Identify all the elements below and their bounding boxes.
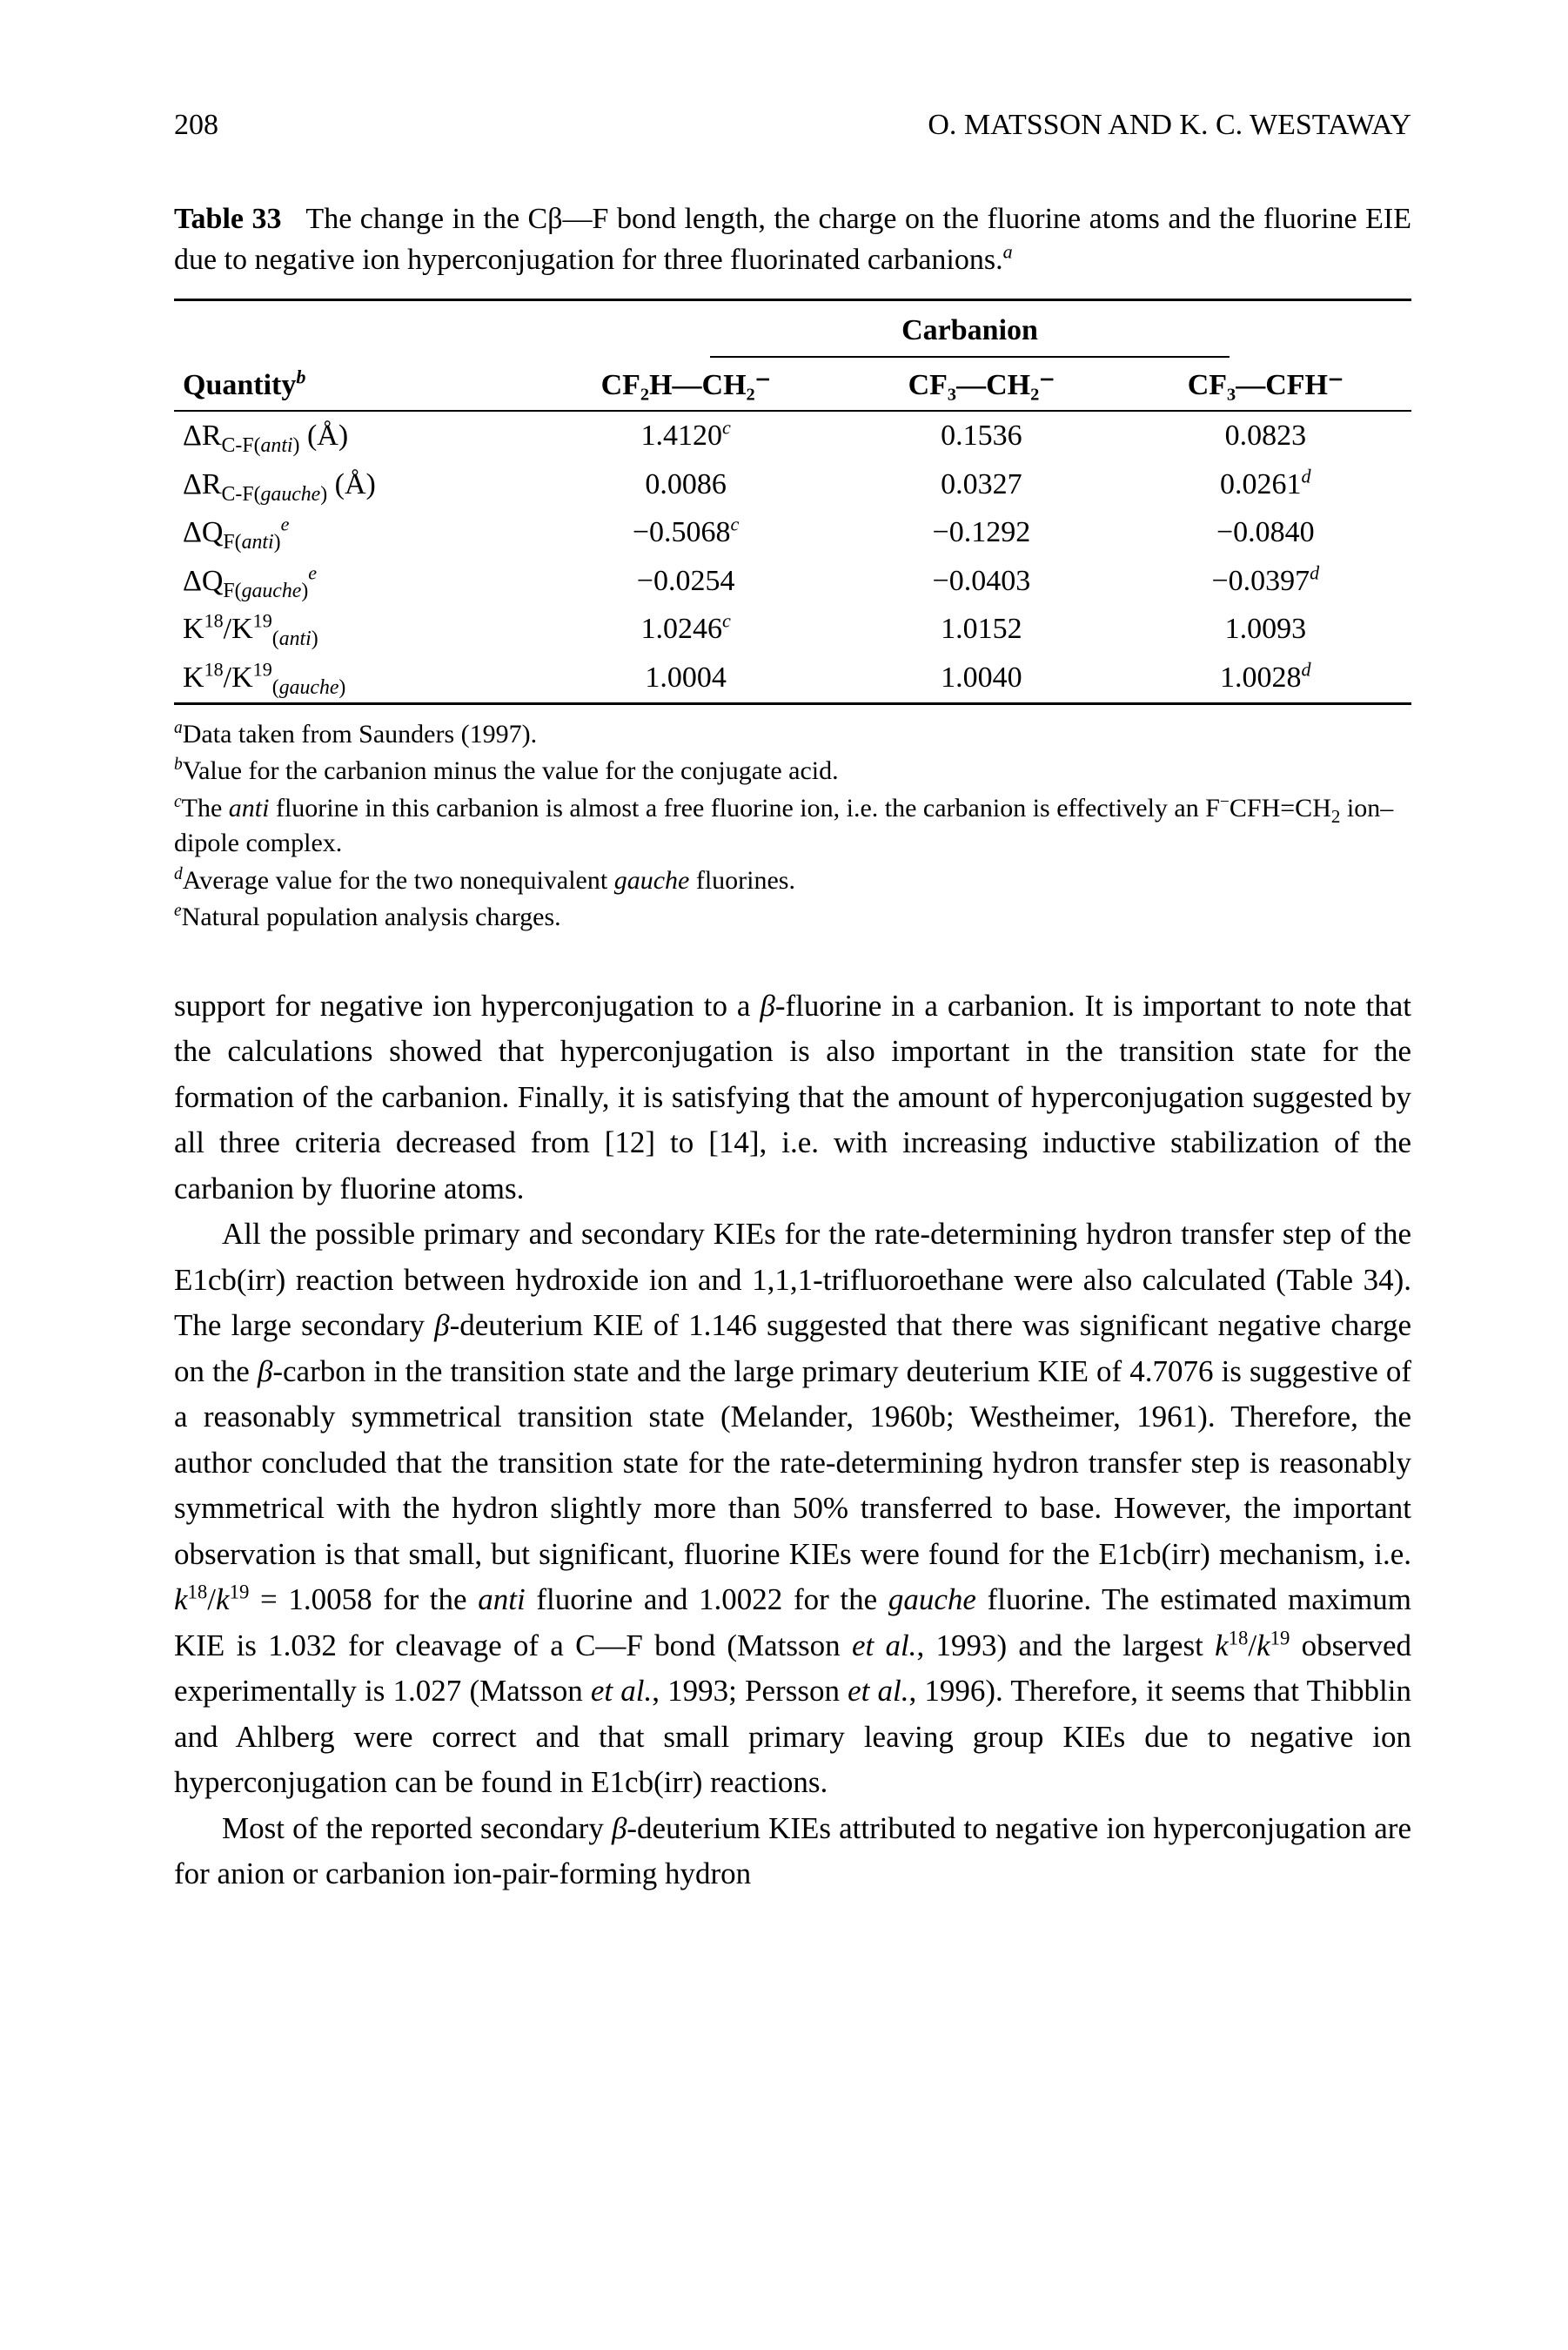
value-cell: 0.0261d bbox=[1120, 460, 1411, 509]
value-cell: −0.0403 bbox=[843, 557, 1120, 606]
table-row: K18/K19(gauche)1.00041.00401.0028d bbox=[174, 654, 1411, 703]
table-row: ΔRC-F(gauche) (Å)0.00860.03270.0261d bbox=[174, 460, 1411, 509]
value-cell: −0.1292 bbox=[843, 508, 1120, 557]
value-cell: 1.0004 bbox=[528, 654, 843, 703]
value-cell: 1.0246c bbox=[528, 605, 843, 654]
body-text: support for negative ion hyperconjugatio… bbox=[174, 984, 1411, 1897]
table-33-caption: Table 33 The change in the Cβ—F bond len… bbox=[174, 198, 1411, 281]
value-cell: −0.0254 bbox=[528, 557, 843, 606]
footnote-d: dAverage value for the two nonequivalent… bbox=[174, 863, 1411, 899]
quantity-cell: ΔRC-F(anti) (Å) bbox=[174, 411, 528, 460]
value-cell: −0.5068c bbox=[528, 508, 843, 557]
col-head-c3: CF₃—CFH⁻ bbox=[1120, 361, 1411, 411]
quantity-cell: ΔQF(anti)e bbox=[174, 508, 528, 557]
value-cell: 1.0093 bbox=[1120, 605, 1411, 654]
value-cell: 0.0823 bbox=[1120, 411, 1411, 460]
table-33-caption-text: The change in the Cβ—F bond length, the … bbox=[174, 203, 1411, 277]
running-head: 208 O. MATSSON AND K. C. WESTAWAY bbox=[174, 104, 1411, 146]
table-33-caption-sup: a bbox=[1003, 241, 1013, 263]
paragraph-3: Most of the reported secondary β-deuteri… bbox=[174, 1806, 1411, 1897]
quantity-cell: K18/K19(gauche) bbox=[174, 654, 528, 703]
paragraph-1: support for negative ion hyperconjugatio… bbox=[174, 984, 1411, 1212]
col-spanner-carbanion: Carbanion bbox=[710, 310, 1230, 359]
col-head-c1: CF₂H—CH₂⁻ bbox=[528, 361, 843, 411]
quantity-cell: ΔQF(gauche)e bbox=[174, 557, 528, 606]
value-cell: 0.1536 bbox=[843, 411, 1120, 460]
value-cell: 1.0028d bbox=[1120, 654, 1411, 703]
table-33-footnotes: aData taken from Saunders (1997). bValue… bbox=[174, 717, 1411, 936]
value-cell: 1.4120c bbox=[528, 411, 843, 460]
quantity-cell: ΔRC-F(gauche) (Å) bbox=[174, 460, 528, 509]
table-row: ΔQF(anti)e−0.5068c−0.1292−0.0840 bbox=[174, 508, 1411, 557]
col-head-quantity-sup: b bbox=[296, 366, 305, 388]
table-row: K18/K19(anti)1.0246c1.01521.0093 bbox=[174, 605, 1411, 654]
footnote-b: bValue for the carbanion minus the value… bbox=[174, 754, 1411, 789]
table-row: ΔQF(gauche)e−0.0254−0.0403−0.0397d bbox=[174, 557, 1411, 606]
value-cell: −0.0840 bbox=[1120, 508, 1411, 557]
table-row: ΔRC-F(anti) (Å)1.4120c0.15360.0823 bbox=[174, 411, 1411, 460]
value-cell: 0.0327 bbox=[843, 460, 1120, 509]
running-head-right: O. MATSSON AND K. C. WESTAWAY bbox=[928, 104, 1411, 146]
quantity-cell: K18/K19(anti) bbox=[174, 605, 528, 654]
page-number: 208 bbox=[174, 104, 218, 146]
footnote-c: cThe anti fluorine in this carbanion is … bbox=[174, 791, 1411, 862]
footnote-a: aData taken from Saunders (1997). bbox=[174, 717, 1411, 753]
value-cell: 1.0152 bbox=[843, 605, 1120, 654]
col-head-c2: CF₃—CH₂⁻ bbox=[843, 361, 1120, 411]
col-head-quantity: Quantity bbox=[183, 369, 296, 401]
paragraph-2: All the possible primary and secondary K… bbox=[174, 1212, 1411, 1806]
table-33-label: Table 33 bbox=[174, 203, 282, 235]
page: 208 O. MATSSON AND K. C. WESTAWAY Table … bbox=[0, 0, 1568, 2350]
value-cell: 0.0086 bbox=[528, 460, 843, 509]
value-cell: −0.0397d bbox=[1120, 557, 1411, 606]
footnote-e: eNatural population analysis charges. bbox=[174, 900, 1411, 936]
value-cell: 1.0040 bbox=[843, 654, 1120, 703]
table-33: Quantityb Carbanion CF₂H—CH₂⁻ CF₃—CH₂⁻ C… bbox=[174, 299, 1411, 705]
